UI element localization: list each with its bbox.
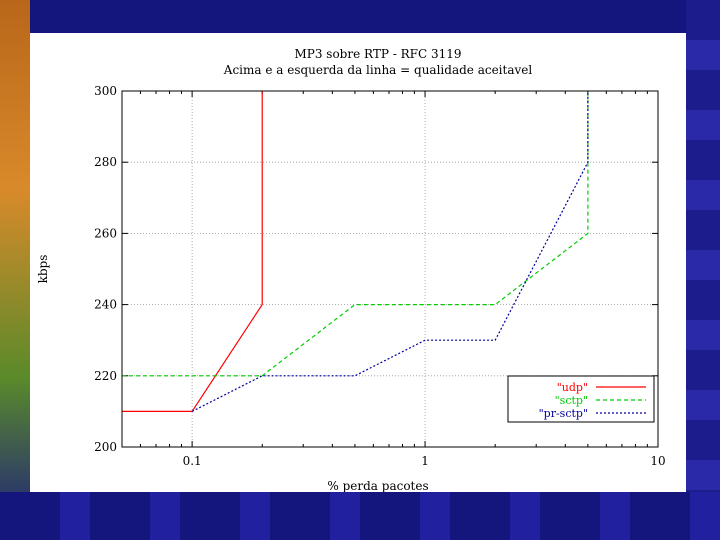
tick-labels: 200 220 240 260 280 300 0.1 1 10: [94, 84, 666, 468]
y-tick-label: 300: [94, 84, 117, 98]
series-line-0: [122, 91, 263, 412]
x-tick-label: 1: [421, 454, 429, 468]
series-line-2: [191, 91, 589, 412]
chart-title: MP3 sobre RTP - RFC 3119: [294, 47, 461, 61]
y-tick-label: 260: [94, 226, 117, 240]
plot-frame: [121, 90, 659, 448]
x-tick-label: 10: [650, 454, 665, 468]
y-tick-label: 200: [94, 440, 117, 454]
chart-subtitle: Acima e a esquerda da linha = qualidade …: [223, 63, 533, 77]
y-tick-label: 220: [94, 369, 117, 383]
series-group: [122, 91, 589, 412]
y-tick-label: 280: [94, 155, 117, 169]
y-axis-label: kbps: [36, 255, 50, 284]
chart-panel: MP3 sobre RTP - RFC 3119 Acima e a esque…: [30, 33, 686, 492]
legend-label: "sctp": [555, 394, 588, 407]
y-tick-label: 240: [94, 298, 117, 312]
legend-box: [507, 375, 655, 423]
background-right-decoration: [686, 0, 720, 540]
legend: "udp""sctp""pr-sctp": [507, 375, 655, 423]
background-left-decoration: [0, 0, 30, 540]
background-bottom-decoration: [0, 492, 720, 540]
x-axis-label: % perda pacotes: [327, 479, 428, 492]
legend-label: "udp": [557, 381, 588, 394]
x-tick-label: 0.1: [183, 454, 202, 468]
legend-label: "pr-sctp": [539, 407, 588, 420]
line-chart: MP3 sobre RTP - RFC 3119 Acima e a esque…: [36, 47, 666, 492]
